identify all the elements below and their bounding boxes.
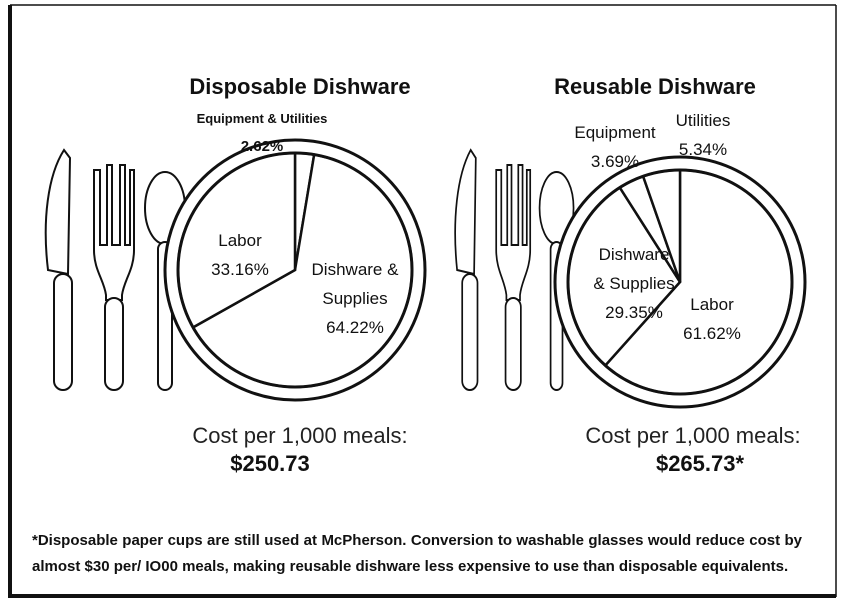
footnote: *Disposable paper cups are still used at… — [32, 528, 802, 580]
slice-category: Equipment & Utilities — [152, 106, 372, 132]
slice-value: 29.35% — [591, 298, 677, 327]
slice-value: 61.62% — [667, 319, 757, 348]
slice-value: 5.34% — [663, 135, 743, 164]
slice-category: Utilities — [663, 106, 743, 135]
slice-category: Dishware & Supplies — [591, 240, 677, 298]
chart-title: Disposable Dishware — [189, 74, 410, 100]
slice-value: 3.69% — [565, 147, 665, 176]
slice-category: Dishware & Supplies — [305, 255, 405, 313]
slice-value: 2.62% — [152, 132, 372, 161]
slice-category: Labor — [200, 226, 280, 255]
cost-label: Cost per 1,000 meals: — [192, 423, 407, 449]
chart-title: Reusable Dishware — [554, 74, 756, 100]
slice-value: 33.16% — [200, 255, 280, 284]
cost-value: $265.73* — [656, 451, 744, 477]
cost-label: Cost per 1,000 meals: — [585, 423, 800, 449]
slice-category: Equipment — [565, 118, 665, 147]
cost-value: $250.73 — [230, 451, 310, 477]
slice-category: Labor — [667, 290, 757, 319]
slice-value: 64.22% — [305, 313, 405, 342]
page: *Disposable paper cups are still used at… — [0, 0, 843, 603]
